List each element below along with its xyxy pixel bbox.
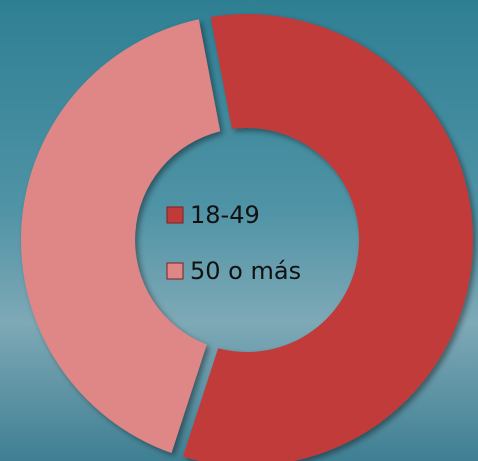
legend-swatch [167,207,183,223]
page: {"chart_data": {"type": "donut", "catego… [0,0,478,461]
chart: 18-49 50 o más [0,0,478,461]
legend-swatch [167,263,183,279]
legend-label: 18-49 [190,201,260,229]
legend-label: 50 o más [190,257,301,285]
